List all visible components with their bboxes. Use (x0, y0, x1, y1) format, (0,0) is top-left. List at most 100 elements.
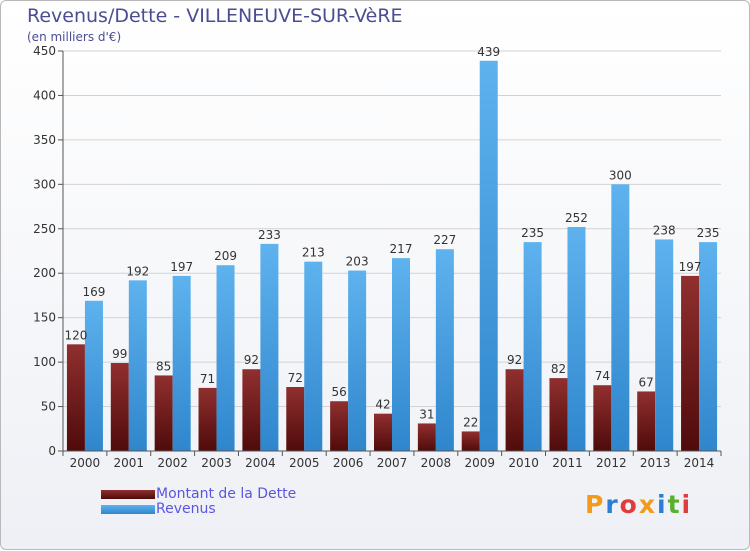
bar-revenus (523, 242, 542, 451)
data-label-dette: 74 (595, 369, 610, 383)
data-label-dette: 42 (375, 398, 390, 412)
bar-dette (242, 369, 261, 451)
data-label-revenus: 233 (258, 228, 281, 242)
bar-dette (286, 387, 305, 451)
y-tick-label: 450 (33, 44, 56, 58)
x-tick-label: 2006 (333, 456, 364, 470)
bar-revenus (348, 270, 367, 451)
bar-revenus (435, 249, 454, 451)
bar-dette (549, 378, 568, 451)
data-label-revenus: 197 (170, 260, 193, 274)
data-label-dette: 92 (244, 353, 259, 367)
bar-revenus (479, 60, 498, 452)
data-label-dette: 99 (112, 347, 127, 361)
x-tick-label: 2009 (464, 456, 495, 470)
y-tick-label: 200 (33, 266, 56, 280)
y-tick-label: 100 (33, 355, 56, 369)
y-tick-label: 350 (33, 133, 56, 147)
bars (66, 60, 718, 452)
bar-dette (681, 275, 700, 451)
legend-swatch-revenus (101, 505, 155, 514)
bar-revenus (567, 227, 586, 451)
bar-revenus (655, 239, 674, 451)
bar-dette (110, 363, 129, 451)
bar-revenus (128, 280, 147, 451)
logo-letter: i (657, 490, 668, 519)
chart-subtitle: (en milliers d'€) (27, 30, 122, 44)
data-label-dette: 85 (156, 359, 171, 373)
bar-revenus (392, 258, 410, 451)
x-tick-label: 2014 (684, 456, 715, 470)
data-label-dette: 72 (288, 371, 303, 385)
data-label-dette: 71 (200, 372, 215, 386)
data-label-revenus: 227 (433, 233, 456, 247)
data-label-revenus: 203 (346, 255, 369, 269)
bar-revenus (611, 184, 630, 452)
bar-revenus (216, 265, 235, 451)
y-tick-label: 50 (41, 400, 56, 414)
data-label-revenus: 213 (302, 246, 325, 260)
data-label-revenus: 217 (390, 242, 413, 256)
data-label-dette: 197 (679, 260, 702, 274)
x-axis-ticks: 2000 2001 2002 2003 2004 2005 2006 2007 2008 2009… (62, 451, 722, 470)
data-labels: 120 169 99 192 85 197 71 209 92 233 72 213 56 203 42 21… (64, 45, 719, 430)
bar-revenus (84, 300, 103, 451)
data-label-dette: 22 (463, 415, 478, 429)
legend-label-revenus: Revenus (156, 501, 216, 517)
y-tick-label: 0 (48, 444, 56, 458)
logo-letter: t (667, 490, 682, 519)
data-label-revenus: 209 (214, 249, 237, 263)
bar-dette (330, 401, 349, 451)
bar-dette (461, 431, 480, 451)
y-tick-label: 300 (33, 177, 56, 191)
data-label-revenus: 169 (82, 285, 105, 299)
bar-dette (593, 385, 612, 451)
data-label-dette: 31 (419, 407, 434, 421)
legend-swatch-dette (101, 490, 155, 499)
bar-dette (198, 387, 217, 451)
bar-revenus (304, 261, 323, 451)
bar-dette (66, 344, 85, 451)
y-tick-label: 150 (33, 311, 56, 325)
data-label-dette: 56 (331, 385, 346, 399)
data-label-revenus: 439 (477, 45, 500, 59)
x-tick-label: 2008 (421, 456, 452, 470)
y-tick-label: 400 (33, 88, 56, 102)
bar-revenus (172, 275, 191, 451)
data-label-dette: 82 (551, 362, 566, 376)
data-label-revenus: 235 (697, 226, 720, 240)
data-label-revenus: 192 (126, 264, 149, 278)
x-tick-label: 2000 (70, 456, 101, 470)
logo-letter: x (638, 490, 657, 519)
x-tick-label: 2002 (157, 456, 188, 470)
data-label-revenus: 235 (521, 226, 544, 240)
data-label-dette: 120 (64, 328, 87, 342)
data-label-dette: 92 (507, 353, 522, 367)
proxiti-logo: Proxiti (585, 490, 692, 519)
x-tick-label: 2005 (289, 456, 320, 470)
data-label-dette: 67 (639, 375, 654, 389)
logo-letter: o (619, 490, 639, 519)
bar-dette (154, 375, 173, 451)
bar-dette (637, 391, 656, 451)
x-tick-label: 2004 (245, 456, 276, 470)
data-label-revenus: 300 (609, 168, 632, 182)
data-label-revenus: 252 (565, 211, 588, 225)
x-tick-label: 2007 (377, 456, 408, 470)
data-label-revenus: 238 (653, 223, 676, 237)
y-tick-label: 250 (33, 222, 56, 236)
bar-dette (505, 369, 524, 451)
chart-title: Revenus/Dette - VILLENEUVE-SUR-VèRE (27, 5, 403, 27)
logo-letter: r (605, 490, 620, 519)
x-tick-label: 2011 (552, 456, 583, 470)
x-tick-label: 2012 (596, 456, 627, 470)
x-tick-label: 2001 (114, 456, 145, 470)
x-tick-label: 2013 (640, 456, 671, 470)
bar-revenus (260, 243, 279, 451)
logo-letter: P (585, 490, 606, 519)
bar-revenus (699, 242, 718, 451)
legend-label-dette: Montant de la Dette (156, 486, 297, 502)
logo-letter: i (681, 490, 693, 519)
